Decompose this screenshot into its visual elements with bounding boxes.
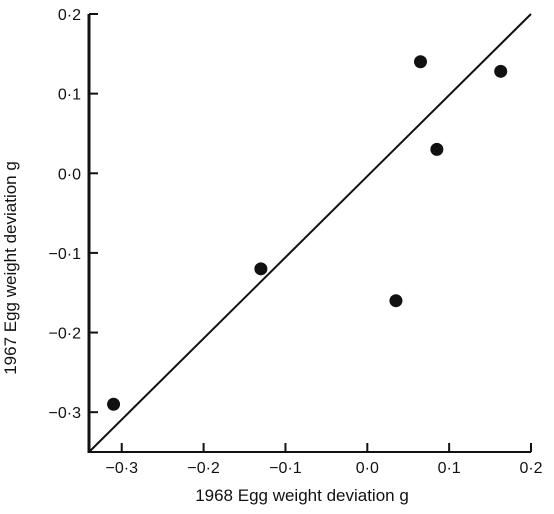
- y-axis-title: 1967 Egg weight deviation g: [1, 161, 20, 375]
- y-tick-label: −0·3: [49, 405, 82, 422]
- x-tick-label: −0·2: [187, 460, 220, 477]
- x-tick-label: 0·0: [356, 460, 379, 477]
- x-tick-label: −0·3: [106, 460, 139, 477]
- y-tick-label: 0·2: [58, 7, 81, 24]
- data-point: [254, 262, 268, 276]
- reference-line-layer: [88, 13, 532, 453]
- data-point: [107, 397, 121, 411]
- data-point: [494, 64, 508, 78]
- axes-layer: [87, 14, 531, 453]
- data-point: [389, 294, 403, 308]
- data-point: [414, 55, 427, 69]
- ticks-layer: 0·2 0·1 0·0 −0·1 −0·2 −0·3 −0·3 −0·2 −0·1 0·0 0·1 0…: [49, 7, 543, 477]
- x-axis-title: 1968 Egg weight deviation g: [195, 486, 409, 505]
- x-tick-label: 0·1: [438, 460, 461, 477]
- x-tick-label: −0·1: [269, 460, 302, 477]
- data-point: [430, 142, 444, 156]
- reference-line: [88, 13, 532, 453]
- y-tick-label: −0·1: [49, 246, 82, 263]
- y-tick-label: 0·1: [58, 87, 81, 104]
- y-tick-label: −0·2: [49, 326, 82, 343]
- y-tick-label: 0·0: [58, 166, 81, 183]
- x-tick-label: 0·2: [519, 460, 542, 477]
- points-layer: [107, 55, 508, 411]
